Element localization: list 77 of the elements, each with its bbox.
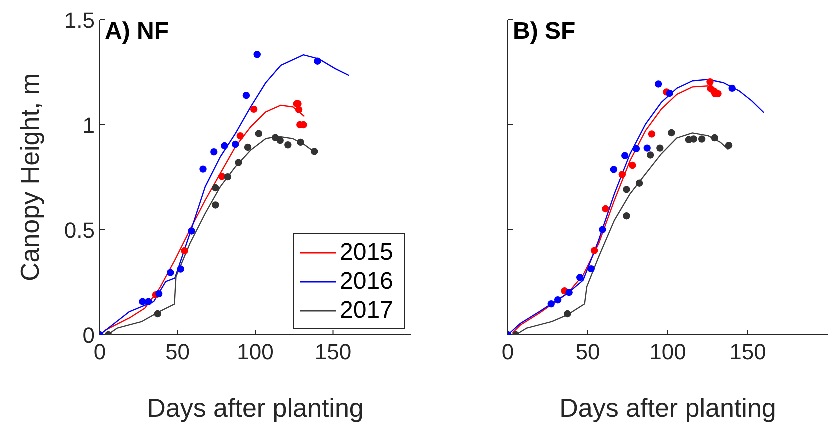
point [242,92,250,100]
x-axis-title: Days after planting [147,393,364,423]
point [698,136,706,143]
point [181,247,188,255]
point [725,142,733,150]
point [166,269,174,276]
point [654,80,662,88]
point [622,152,629,160]
legend-label: 2016 [340,268,394,296]
point [610,166,618,174]
point [711,134,718,142]
point [656,144,664,152]
point [254,51,261,58]
point [623,186,630,194]
point [218,173,226,180]
point [236,132,244,140]
point [284,142,292,149]
point [602,205,610,213]
point [235,159,242,166]
point [564,310,572,318]
x-tick-label: 100 [237,340,274,365]
y-tick-label: 1.5 [64,8,95,33]
point [295,106,303,114]
point [244,144,252,152]
x-axis-title: Days after planting [560,393,776,423]
point [588,265,595,273]
chart-title: B) SF [513,18,576,46]
point [310,148,318,156]
point [250,106,258,114]
point [297,138,304,146]
point [221,142,228,150]
point [177,266,184,273]
point [232,140,240,148]
point [212,202,220,209]
point [210,148,218,156]
point [618,171,626,178]
y-axis-title: Canopy Height, m [15,73,45,282]
point [314,58,322,65]
point [590,247,598,254]
point [224,173,232,181]
point [276,136,284,144]
point [728,84,736,92]
point [644,144,651,152]
y-tick-label: 1 [82,112,95,138]
x-tick-label: 50 [166,340,190,365]
x-tick-label: 150 [314,340,352,365]
point [155,290,163,298]
point [212,184,220,192]
point [576,274,584,282]
x-tick-label: 150 [730,340,766,365]
point [646,152,654,159]
point [690,136,698,143]
legend-label: 2015 [340,238,394,266]
chart-title: A) NF [105,18,169,46]
y-tick-label: 0 [82,322,95,348]
point [636,180,644,187]
x-tick-label: 50 [576,340,600,365]
legend-label: 2017 [340,296,394,324]
point [188,228,196,235]
point [632,145,640,153]
point [145,298,152,306]
y-tick-label: 0.5 [64,218,95,243]
point [648,130,656,138]
point [706,78,714,86]
point [566,288,573,296]
point [548,300,555,308]
point [666,90,674,98]
point [255,130,263,138]
point [554,296,562,304]
point [629,162,636,170]
point [623,212,630,220]
point [599,226,606,234]
point [668,129,676,137]
x-tick-label: 100 [650,340,686,365]
point [154,310,162,318]
point [200,166,207,173]
x-tick-label: 0 [502,340,514,365]
